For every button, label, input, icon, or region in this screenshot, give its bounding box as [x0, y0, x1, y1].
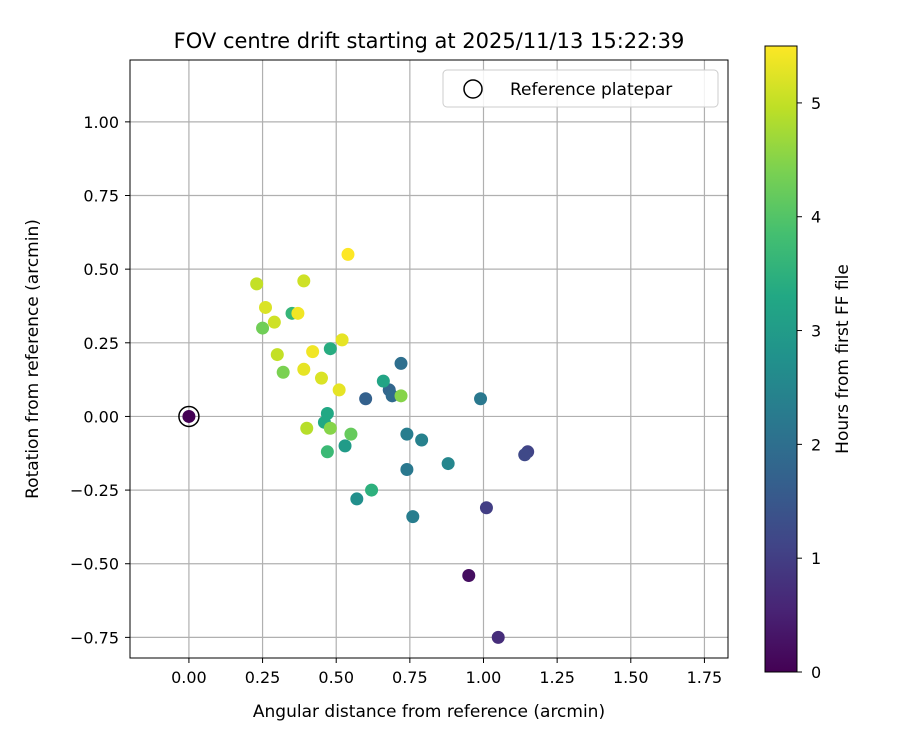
data-point: [441, 457, 455, 471]
x-tick-label: 1.50: [613, 668, 649, 687]
y-axis-label: Rotation from reference (arcmin): [23, 219, 43, 499]
colorbar-tick-label: 1: [811, 549, 821, 568]
grid-lines: [130, 60, 728, 658]
data-point: [256, 321, 270, 335]
reference-marker: [178, 405, 200, 428]
data-point: [400, 462, 414, 476]
data-point: [365, 483, 379, 497]
y-tick-label: −0.75: [70, 628, 119, 647]
x-tick-label: 0.00: [171, 668, 207, 687]
y-tick-label: 0.25: [83, 334, 119, 353]
data-point: [182, 409, 196, 423]
data-point: [300, 421, 314, 435]
x-tick-label: 0.50: [318, 668, 354, 687]
data-point: [341, 247, 355, 261]
data-point: [462, 569, 476, 583]
data-point: [359, 392, 373, 406]
data-point: [376, 374, 390, 388]
y-tick-label: 0.75: [83, 187, 119, 206]
x-tick-label: 1.25: [539, 668, 575, 687]
legend-box: [442, 69, 719, 108]
colorbar-tick-label: 0: [811, 663, 821, 682]
x-tick-label: 0.75: [392, 668, 428, 687]
data-point: [297, 274, 311, 288]
chart-title: FOV centre drift starting at 2025/11/13 …: [174, 29, 685, 53]
y-axis-ticks: 1.00 0.75 0.50 0.25 0.00 −0.25 −0.50 −0.75: [70, 113, 130, 647]
data-point: [291, 306, 305, 320]
legend-label: Reference platepar: [510, 80, 672, 100]
plot-frame: [129, 59, 729, 659]
data-point: [415, 433, 429, 447]
data-points: [182, 247, 535, 644]
data-point: [320, 445, 334, 459]
data-point: [400, 427, 414, 441]
y-tick-label: −0.25: [70, 481, 119, 500]
data-point: [259, 300, 273, 314]
y-tick-label: 0.00: [83, 407, 119, 426]
data-point: [270, 348, 284, 362]
x-axis-ticks: 0.00 0.25 0.50 0.75 1.00 1.25 1.50 1.75: [171, 658, 722, 687]
colorbar-tick-label: 4: [811, 208, 821, 227]
data-point: [406, 510, 420, 524]
data-point: [479, 501, 493, 515]
data-point: [394, 389, 408, 403]
colorbar-tick-label: 5: [811, 94, 821, 113]
colorbar-gradient: [764, 45, 798, 673]
data-point: [491, 630, 505, 644]
data-point: [323, 342, 337, 356]
data-point: [267, 315, 281, 329]
data-point: [474, 392, 488, 406]
y-tick-label: −0.50: [70, 555, 119, 574]
x-tick-label: 1.75: [687, 668, 723, 687]
legend-marker-icon: [463, 79, 483, 99]
y-tick-label: 0.50: [83, 260, 119, 279]
colorbar-label: Hours from first FF file: [833, 264, 853, 454]
data-point: [335, 333, 349, 347]
data-point: [297, 362, 311, 376]
reference-platepar-marker: [178, 405, 200, 428]
x-axis-label: Angular distance from reference (arcmin): [253, 702, 605, 722]
data-point: [314, 371, 328, 385]
data-point: [338, 439, 352, 453]
colorbar-ticks: 0 1 2 3 4 5: [797, 94, 821, 682]
colorbar-tick-label: 2: [811, 435, 821, 454]
legend: Reference platepar: [442, 69, 719, 108]
data-point: [323, 421, 337, 435]
data-point: [306, 345, 320, 359]
x-tick-label: 1.00: [466, 668, 502, 687]
data-point: [394, 356, 408, 370]
colorbar-tick-label: 3: [811, 322, 821, 341]
data-point: [344, 427, 358, 441]
y-tick-label: 1.00: [83, 113, 119, 132]
colorbar: 0 1 2 3 4 5 Hours from first FF file: [764, 45, 853, 682]
data-point: [518, 448, 532, 462]
x-tick-label: 0.25: [245, 668, 281, 687]
data-point: [250, 277, 264, 291]
data-point: [350, 492, 364, 506]
data-point: [332, 383, 346, 397]
data-point: [276, 365, 290, 379]
